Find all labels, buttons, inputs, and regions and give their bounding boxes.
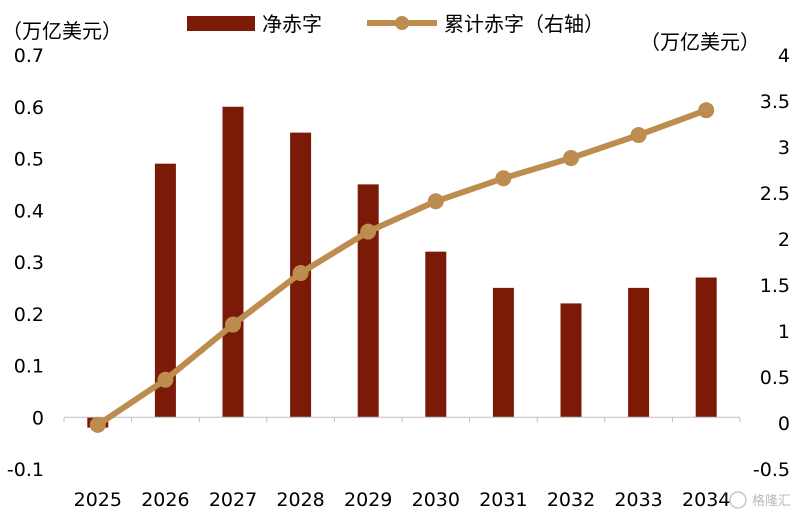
line-point-2034: [698, 102, 715, 119]
bar-2034: [695, 277, 717, 418]
bar-2030: [425, 251, 447, 418]
bar-2026: [154, 163, 176, 418]
line-point-2026: [157, 371, 174, 388]
right-axis-tick-labels: 4 3.5 3 2.5 2 1.5 1 0.5 0 -0.5: [753, 45, 790, 481]
left-tick-label: 0.3: [14, 252, 44, 274]
bar-series-net-deficit: [87, 106, 717, 428]
line-point-2028: [292, 265, 309, 282]
x-tick-label-2027: 2027: [209, 489, 257, 511]
bar-2031: [492, 287, 514, 418]
cumulative-deficit-line: [96, 107, 708, 428]
left-tick-label: 0: [32, 407, 44, 429]
line-point-2029: [360, 223, 377, 240]
bar-2027: [222, 106, 244, 418]
bar-2032: [560, 303, 582, 418]
x-tick-label-2029: 2029: [344, 489, 392, 511]
left-tick-label: 0.7: [14, 45, 44, 67]
legend-swatch-marker: [395, 16, 409, 30]
legend-swatch-net-deficit: [187, 16, 255, 31]
x-tick-label-2033: 2033: [614, 489, 662, 511]
bar-2033: [628, 287, 650, 418]
left-tick-label: 0.4: [14, 200, 44, 222]
legend-label-net-deficit: 净赤字: [262, 12, 322, 36]
legend: 净赤字 累计赤字（右轴）: [187, 12, 604, 36]
line-point-2025: [89, 416, 106, 433]
watermark-logo-icon: [729, 491, 747, 509]
line-point-2032: [563, 150, 579, 167]
watermark-text: 格隆汇: [752, 493, 791, 509]
line-series-cumulative-deficit: [89, 102, 715, 433]
right-axis-unit-label: （万亿美元）: [640, 30, 760, 54]
x-tick-label-2032: 2032: [547, 489, 595, 511]
x-axis-ticks: [63, 417, 741, 423]
right-tick-label: 3: [778, 137, 790, 159]
right-tick-label: 0.5: [760, 367, 790, 389]
left-tick-label: 0.6: [14, 97, 44, 119]
left-tick-label: 0.5: [14, 149, 44, 171]
x-axis-tick-labels: 2025 2026 2027 2028 2029 2030 2031 2032 2033 2034: [74, 489, 731, 511]
bar-2029: [357, 184, 379, 418]
line-point-2031: [495, 170, 512, 187]
right-tick-label: 4: [778, 45, 790, 67]
line-point-2030: [427, 193, 444, 210]
right-tick-label: 2.5: [760, 183, 790, 205]
x-tick-label-2028: 2028: [276, 489, 324, 511]
right-tick-label: 0: [778, 413, 790, 435]
right-tick-label: 1: [778, 321, 790, 343]
x-tick-label-2025: 2025: [74, 489, 122, 511]
right-tick-label: -0.5: [753, 459, 790, 481]
left-tick-label: -0.1: [7, 459, 44, 481]
left-axis-tick-labels: 0.7 0.6 0.5 0.4 0.3 0.2 0.1 0 -0.1: [7, 45, 44, 481]
legend-label-cumulative-deficit: 累计赤字（右轴）: [444, 12, 604, 36]
left-tick-label: 0.1: [14, 356, 44, 378]
right-tick-label: 3.5: [760, 91, 790, 113]
watermark: 格隆汇: [729, 491, 791, 509]
line-point-2033: [630, 127, 647, 144]
x-tick-label-2026: 2026: [141, 489, 189, 511]
left-axis-unit-label: （万亿美元）: [2, 19, 122, 43]
line-point-2027: [225, 316, 241, 333]
x-tick-label-2034: 2034: [682, 489, 730, 511]
right-tick-label: 1.5: [760, 275, 790, 297]
x-tick-label-2031: 2031: [479, 489, 527, 511]
left-tick-label: 0.2: [14, 304, 44, 326]
x-tick-label-2030: 2030: [412, 489, 460, 511]
right-tick-label: 2: [778, 229, 790, 251]
